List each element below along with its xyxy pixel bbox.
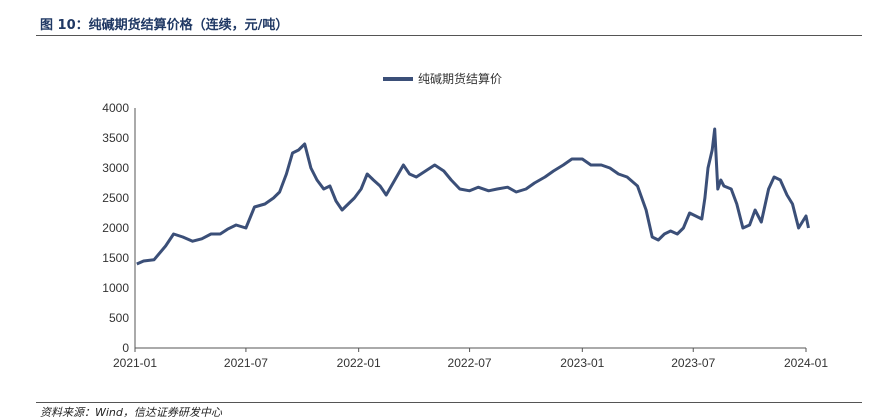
source-note: 资料来源：Wind，信达证券研发中心 bbox=[40, 406, 222, 419]
y-tick-label: 2500 bbox=[102, 191, 129, 205]
x-tick-label: 2021-07 bbox=[224, 356, 268, 370]
y-tick-labels: 0 500 1000 1500 2000 2500 3000 3500 4000 bbox=[102, 101, 129, 355]
y-tick-label: 2000 bbox=[102, 221, 129, 235]
x-tick-label: 2023-07 bbox=[671, 356, 715, 370]
y-tick-label: 3000 bbox=[102, 161, 129, 175]
y-tick-label: 3500 bbox=[102, 131, 129, 145]
x-tick-label: 2023-01 bbox=[560, 356, 604, 370]
figure-title: 图 10：纯碱期货结算价格（连续，元/吨） bbox=[40, 18, 289, 33]
x-tick-label: 2021-01 bbox=[113, 356, 157, 370]
bottom-rule bbox=[36, 402, 862, 403]
x-tick-labels: 2021-01 2021-07 2022-01 2022-07 2023-01 2023-… bbox=[113, 348, 828, 370]
y-tick-label: 1000 bbox=[102, 281, 129, 295]
series-line-soda-ash-settlement-price bbox=[136, 127, 810, 266]
x-tick-label: 2024-01 bbox=[784, 356, 828, 370]
y-tick-label: 500 bbox=[109, 311, 129, 325]
y-tick-label: 4000 bbox=[102, 101, 129, 115]
y-tick-label: 0 bbox=[122, 341, 129, 355]
legend: 纯碱期货结算价 bbox=[383, 71, 502, 86]
legend-label: 纯碱期货结算价 bbox=[418, 71, 502, 86]
x-tick-label: 2022-01 bbox=[337, 356, 381, 370]
x-tick-label: 2022-07 bbox=[448, 356, 492, 370]
top-rule bbox=[36, 35, 862, 36]
y-tick-label: 1500 bbox=[102, 251, 129, 265]
